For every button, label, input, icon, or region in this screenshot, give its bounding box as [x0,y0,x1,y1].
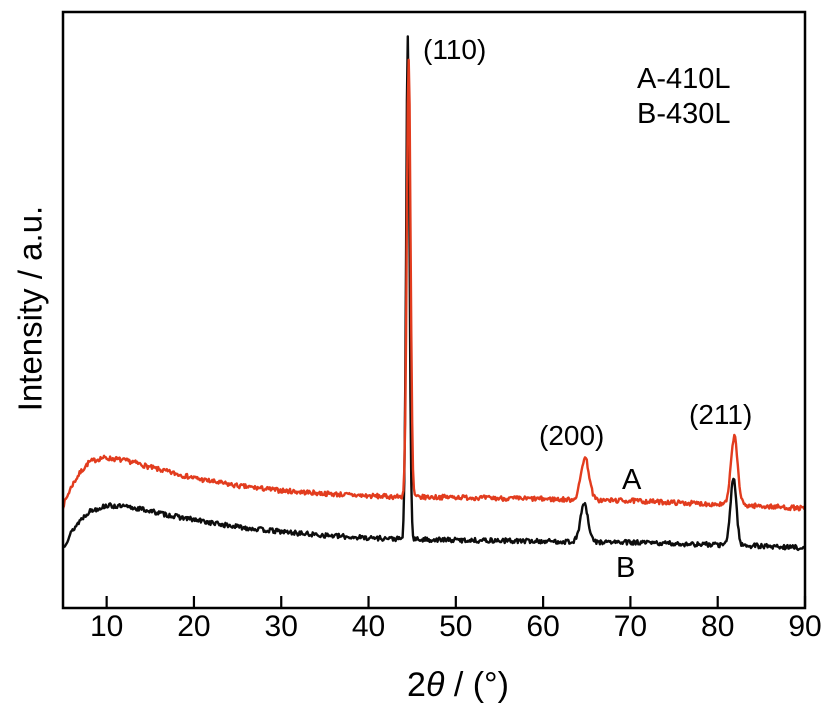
y-axis-title: Intensity / a.u. [11,205,49,412]
curve-b-marker: B [616,552,636,584]
x-tick-label: 90 [788,610,822,643]
diffraction-curves [61,35,807,552]
peak-label-200: (200) [539,420,605,451]
x-title-suffix: / (°) [444,666,509,704]
legend-item-b: B-430L [637,98,731,130]
legend: A-410L B-430L [637,62,731,132]
x-tick-label: 30 [264,610,298,643]
peak-label-211: (211) [689,399,753,430]
x-tick-label: 10 [89,610,124,643]
legend-item-a: A-410L [637,63,731,95]
plot-frame [61,10,807,610]
axes-frame [61,10,807,610]
x-title-prefix: 2 [407,666,426,704]
x-tick-label: 60 [526,610,560,643]
x-tick-label: 50 [439,610,473,643]
x-tick-label: 80 [701,610,735,643]
x-tick-label: 70 [613,610,648,643]
x-tick-label: 40 [351,610,386,643]
peak-label-110: (110) [423,34,487,65]
x-tick-label: 20 [177,610,211,643]
x-title-theta: θ [425,666,445,704]
curve-b [62,35,806,552]
x-axis-title: 2θ / (°) [407,668,509,702]
curve-a-marker: A [622,464,642,496]
curve-a [61,58,807,512]
